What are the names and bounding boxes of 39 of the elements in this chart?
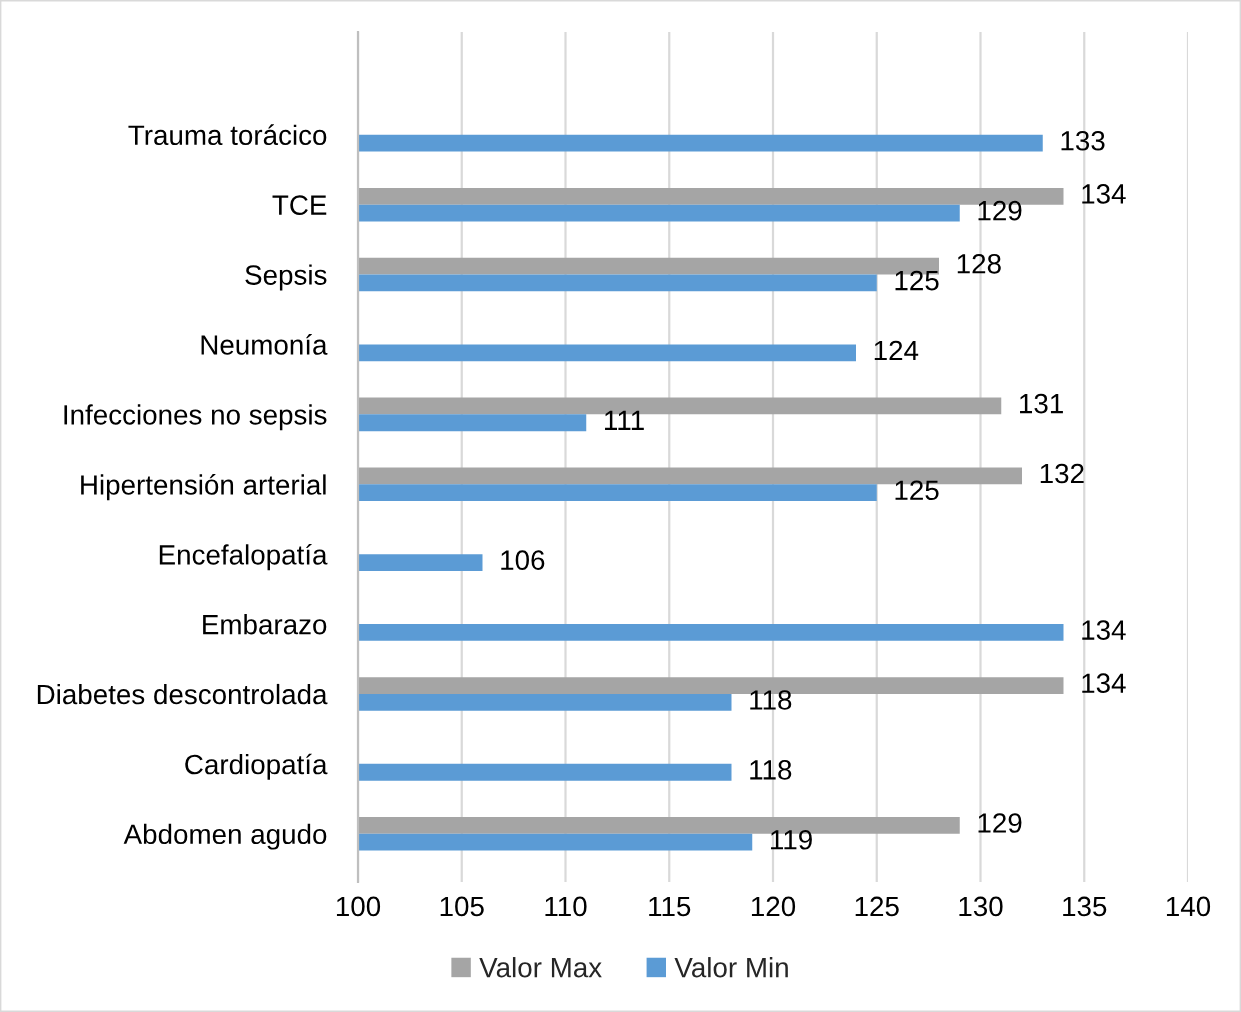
data-label: 125: [895, 480, 939, 501]
x-tick-label: 110: [545, 896, 587, 917]
legend-label: Valor Min: [674, 957, 788, 978]
x-tick-label: 100: [336, 896, 381, 917]
data-label: 134: [1082, 673, 1126, 694]
y-tick-label: Hipertensión arterial: [81, 474, 326, 501]
y-tick-label: Encefalopatía: [159, 543, 328, 571]
y-tick-label: Embarazo: [203, 614, 327, 635]
data-label: 132: [1040, 463, 1084, 484]
x-tick-label: 105: [440, 896, 484, 917]
data-label: 128: [957, 253, 1001, 274]
data-label: 118: [750, 760, 792, 780]
y-tick-label: Diabetes descontrolada: [37, 683, 328, 705]
data-label: 111: [605, 410, 644, 430]
x-tick-label: 125: [855, 896, 899, 917]
data-label: 106: [501, 550, 545, 571]
y-tick-label: Sepsis: [245, 264, 327, 291]
x-tick-label: 135: [1063, 896, 1107, 917]
data-label: 129: [978, 200, 1022, 221]
data-label: 131: [1020, 393, 1063, 414]
x-tick-label: 130: [959, 896, 1003, 917]
data-label: 118: [750, 690, 792, 710]
data-label: 124: [874, 340, 919, 361]
data-label: 125: [895, 270, 939, 291]
y-tick-label: TCE: [272, 195, 327, 215]
y-tick-label: Trauma torácico: [128, 124, 327, 146]
x-tick-label: 140: [1166, 896, 1211, 917]
x-tick-label: 115: [649, 896, 691, 917]
data-label: 134: [1082, 620, 1126, 640]
legend-label: Valor Max: [479, 957, 602, 978]
y-tick-label: Neumonía: [201, 334, 328, 355]
y-tick-label: Abdomen agudo: [123, 823, 327, 850]
x-tick-label: 120: [751, 896, 796, 917]
data-label: 134: [1082, 184, 1126, 204]
y-tick-label: Infecciones no sepsis: [64, 404, 327, 431]
data-label: 129: [978, 813, 1022, 833]
data-label: 119: [771, 829, 812, 850]
data-label: 133: [1061, 130, 1105, 151]
y-tick-label: Cardiopatía: [185, 753, 328, 780]
